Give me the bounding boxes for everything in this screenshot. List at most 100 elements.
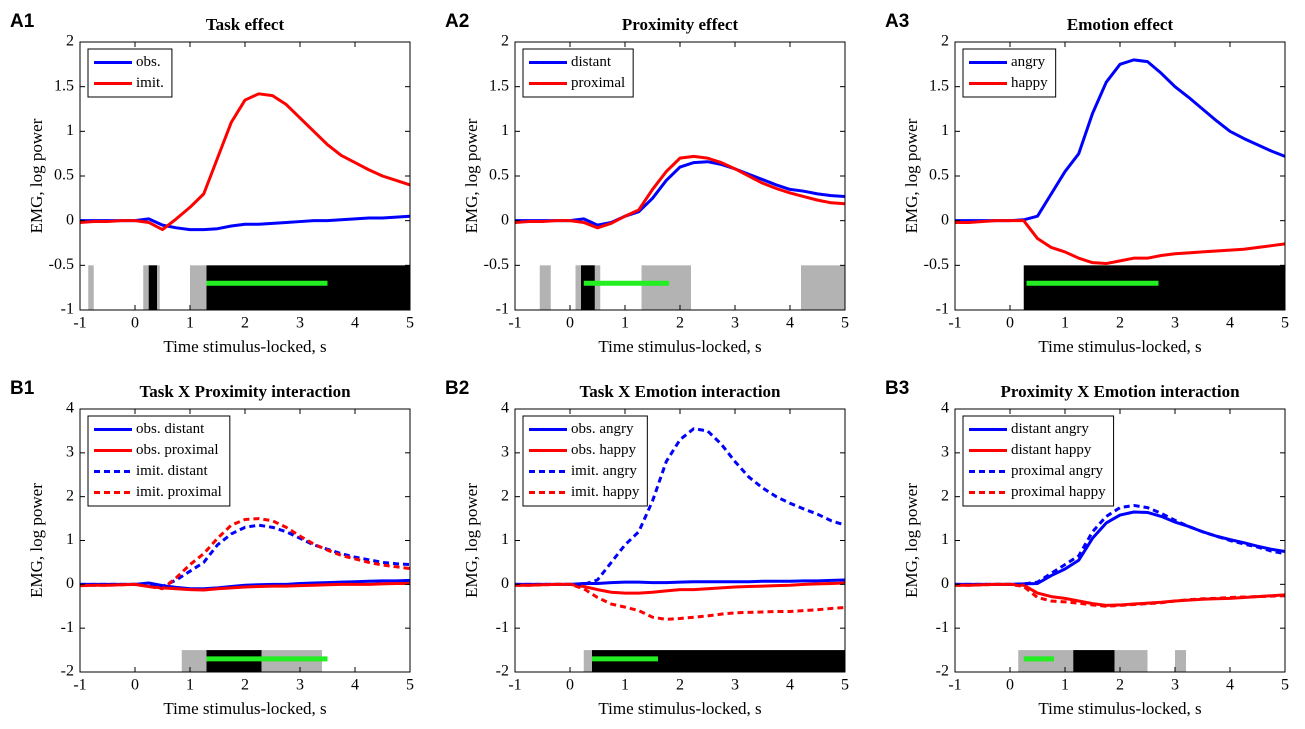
panel-label: A2 bbox=[445, 11, 469, 32]
y-tick-label: -2 bbox=[496, 663, 509, 680]
significance-band bbox=[1023, 265, 1285, 310]
x-tick-label: 0 bbox=[131, 677, 139, 694]
x-tick-label: 5 bbox=[406, 315, 414, 332]
x-tick-label: 3 bbox=[731, 315, 739, 332]
y-tick-label: 2 bbox=[66, 33, 74, 50]
y-tick-label: 0.5 bbox=[489, 167, 509, 184]
legend-label: distant angry bbox=[1011, 421, 1089, 437]
x-axis-label: Time stimulus-locked, s bbox=[163, 699, 326, 718]
y-tick-label: 2 bbox=[501, 487, 509, 504]
legend-label: imit. bbox=[136, 75, 164, 91]
x-tick-label: 2 bbox=[241, 677, 249, 694]
y-tick-label: 0 bbox=[66, 211, 74, 228]
x-tick-label: 2 bbox=[1116, 315, 1124, 332]
y-tick-label: -1 bbox=[936, 301, 949, 318]
x-tick-label: 0 bbox=[1006, 315, 1014, 332]
x-tick-label: 1 bbox=[1061, 315, 1069, 332]
panel-label: A3 bbox=[885, 11, 909, 32]
y-axis-label: EMG, log power bbox=[462, 483, 481, 598]
y-tick-label: 1 bbox=[501, 122, 509, 139]
legend-label: obs. proximal bbox=[136, 442, 219, 458]
y-tick-label: -0.5 bbox=[49, 256, 74, 273]
legend-label: proximal happy bbox=[1011, 484, 1106, 500]
y-tick-label: 2 bbox=[941, 33, 949, 50]
legend-label: distant happy bbox=[1011, 442, 1092, 458]
x-tick-label: 3 bbox=[1171, 677, 1179, 694]
x-tick-label: 5 bbox=[1281, 677, 1289, 694]
x-axis-label: Time stimulus-locked, s bbox=[598, 337, 761, 356]
panel-label: B3 bbox=[885, 378, 909, 399]
legend-label: imit. angry bbox=[571, 463, 637, 479]
y-tick-label: 0.5 bbox=[54, 167, 74, 184]
legend-label: angry bbox=[1011, 54, 1046, 70]
legend-label: happy bbox=[1011, 75, 1048, 91]
chart-title: Proximity effect bbox=[622, 15, 739, 34]
x-tick-label: 5 bbox=[841, 315, 849, 332]
y-tick-label: -1 bbox=[496, 301, 509, 318]
legend-box bbox=[87, 48, 173, 98]
panel-label: A1 bbox=[10, 11, 35, 32]
y-tick-label: -0.5 bbox=[484, 256, 509, 273]
legend-label: obs. distant bbox=[136, 421, 205, 437]
data-line bbox=[955, 219, 1286, 266]
data-line bbox=[515, 581, 846, 595]
x-tick-label: 2 bbox=[676, 315, 684, 332]
y-tick-label: 1.5 bbox=[489, 77, 509, 94]
y-tick-label: 4 bbox=[941, 400, 949, 417]
significance-band bbox=[1114, 650, 1148, 672]
significance-band bbox=[148, 265, 157, 310]
y-tick-label: -2 bbox=[936, 663, 949, 680]
significance-band bbox=[88, 265, 94, 310]
x-tick-label: -1 bbox=[73, 315, 86, 332]
x-tick-label: 2 bbox=[241, 315, 249, 332]
y-axis-label: EMG, log power bbox=[902, 118, 921, 233]
y-tick-label: 2 bbox=[66, 487, 74, 504]
x-tick-label: -1 bbox=[948, 677, 961, 694]
y-tick-label: 3 bbox=[66, 444, 74, 461]
y-tick-label: 1 bbox=[941, 531, 949, 548]
data-line bbox=[955, 503, 1286, 586]
x-tick-label: 0 bbox=[566, 315, 574, 332]
y-tick-label: 1 bbox=[941, 122, 949, 139]
data-line bbox=[955, 582, 1286, 607]
data-line bbox=[514, 154, 846, 230]
x-tick-label: 1 bbox=[621, 315, 629, 332]
x-tick-label: 0 bbox=[1006, 677, 1014, 694]
y-tick-label: 1 bbox=[501, 531, 509, 548]
y-tick-label: 2 bbox=[501, 33, 509, 50]
significance-band bbox=[206, 265, 410, 310]
y-tick-label: 1.5 bbox=[54, 77, 74, 94]
y-tick-label: 1 bbox=[66, 122, 74, 139]
legend-box bbox=[962, 48, 1057, 98]
x-tick-label: 5 bbox=[1281, 315, 1289, 332]
x-tick-label: -1 bbox=[508, 315, 521, 332]
x-tick-label: 0 bbox=[131, 315, 139, 332]
x-tick-label: 1 bbox=[186, 677, 194, 694]
y-axis-label: EMG, log power bbox=[902, 483, 921, 598]
panel-label: B2 bbox=[445, 378, 469, 399]
significance-band bbox=[581, 265, 595, 310]
significance-band bbox=[539, 265, 551, 310]
y-tick-label: 0 bbox=[941, 575, 949, 592]
data-line bbox=[955, 582, 1286, 608]
x-tick-label: 4 bbox=[786, 677, 794, 694]
y-tick-label: -0.5 bbox=[924, 256, 949, 273]
x-tick-label: 3 bbox=[296, 677, 304, 694]
y-tick-label: 0 bbox=[941, 211, 949, 228]
y-axis-label: EMG, log power bbox=[27, 483, 46, 598]
y-tick-label: 2 bbox=[941, 487, 949, 504]
x-tick-label: 1 bbox=[1061, 677, 1069, 694]
chart-title: Emotion effect bbox=[1067, 15, 1174, 34]
significance-band bbox=[1175, 650, 1186, 672]
data-line bbox=[80, 214, 411, 232]
y-tick-label: 1 bbox=[66, 531, 74, 548]
y-tick-label: 0 bbox=[501, 575, 509, 592]
legend-label: proximal angry bbox=[1011, 463, 1104, 479]
x-axis-label: Time stimulus-locked, s bbox=[1038, 337, 1201, 356]
x-tick-label: 3 bbox=[731, 677, 739, 694]
y-tick-label: 4 bbox=[501, 400, 509, 417]
significance-band bbox=[181, 650, 207, 672]
legend-label: distant bbox=[571, 54, 612, 70]
legend-label: imit. happy bbox=[571, 484, 640, 500]
chart-title: Task X Proximity interaction bbox=[139, 382, 351, 401]
